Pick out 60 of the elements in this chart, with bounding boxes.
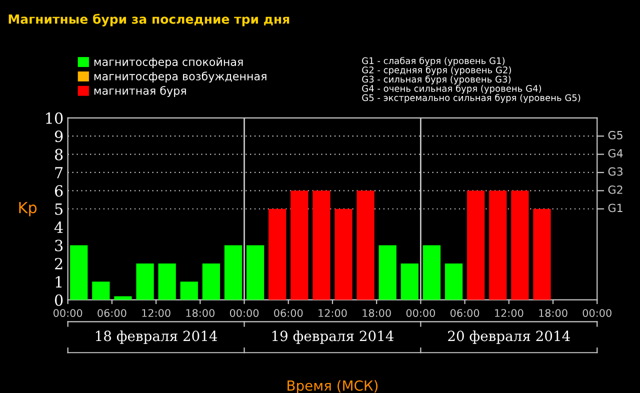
x-tick-label: 00:00: [230, 309, 259, 317]
x-tick-label: 00:00: [582, 309, 612, 317]
bar: [136, 263, 154, 300]
y-tick-label: 7: [55, 167, 63, 178]
y-tick-label: 9: [54, 130, 63, 142]
y-tick-label: 0: [54, 294, 63, 306]
y-tick-label: 2: [54, 258, 62, 270]
bar: [92, 282, 110, 300]
bar: [268, 208, 286, 300]
bar: [378, 245, 396, 300]
legend-label: магнитная буря: [94, 86, 186, 97]
bar: [400, 263, 418, 300]
x-tick-label: 00:00: [406, 309, 436, 317]
x-tick-label: 18:00: [362, 309, 391, 317]
bar: [312, 190, 330, 300]
x-tick-label: 18:00: [186, 309, 214, 317]
bar: [467, 190, 485, 300]
bar: [334, 208, 352, 300]
y-tick-label: 3: [55, 240, 63, 252]
bar: [356, 190, 374, 300]
x-tick-label: 12:00: [142, 309, 170, 317]
x-tick-label: 06:00: [98, 309, 126, 317]
bar: [533, 208, 551, 300]
bar: [290, 190, 308, 300]
x-tick-label: 06:00: [274, 309, 303, 317]
y-axis-title: Kp: [19, 202, 37, 216]
text: 20 февраля 2014: [448, 330, 570, 344]
text: 19 февраля 2014: [272, 330, 394, 344]
x-tick-label: 06:00: [450, 309, 480, 317]
ref-line-label: G4: [608, 149, 623, 158]
text: 18 февраля 2014: [96, 330, 218, 344]
x-tick-label: 18:00: [539, 309, 568, 317]
y-tick-label: 6: [54, 185, 63, 197]
x-tick-label: 00:00: [54, 309, 82, 317]
bar: [246, 245, 264, 300]
legend-label: магнитосфера спокойная: [94, 57, 243, 68]
y-tick-label: 1: [56, 276, 62, 288]
y-tick-label: 4: [54, 222, 63, 233]
y-tick-label: 5: [55, 204, 62, 215]
y-tick-label: 8: [54, 148, 63, 160]
x-tick-label: 12:00: [495, 309, 524, 317]
ref-line-label: G3: [608, 167, 622, 176]
legend-label: магнитосфера возбужденная: [94, 72, 266, 83]
bar: [114, 296, 132, 300]
bar: [224, 245, 242, 300]
bar: [70, 245, 88, 300]
ref-line-label: G2: [608, 186, 622, 194]
text: G1 - слабая буря (уровень G1) G2 - средняя буря (уровень G2) G3 - сильная буря (уровень G3) G4 - очень сильная буря (уровень G4) G5 - экстремально сильная буря (уровень G5): [362, 56, 580, 103]
bar: [422, 245, 441, 300]
y-tick-label: 10: [46, 112, 63, 124]
bar: [489, 190, 507, 300]
ref-line-label: G1: [608, 204, 622, 212]
bar: [180, 282, 198, 300]
bar: [444, 263, 463, 300]
x-tick-label: 12:00: [318, 309, 347, 317]
chart-title: Магнитные бури за последние три дня: [8, 14, 290, 26]
bar: [158, 263, 176, 300]
bar: [202, 263, 220, 300]
ref-line-label: G5: [608, 130, 622, 140]
bar: [511, 190, 529, 300]
